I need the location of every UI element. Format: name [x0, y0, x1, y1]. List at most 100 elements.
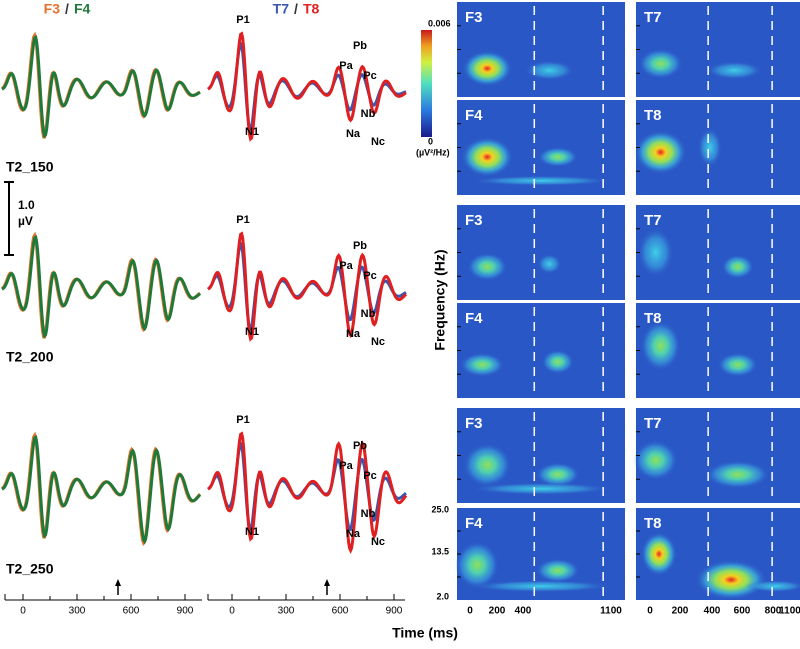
tf-time-tick-label: 1100: [600, 606, 622, 617]
peak-label: Na: [346, 128, 361, 140]
time-tick-label: 0: [20, 606, 26, 617]
tf-time-tick-label: 0: [647, 606, 653, 617]
panel-label: T7: [644, 212, 662, 229]
header-t8: T8: [303, 1, 320, 17]
tf-time-tick-label: 800: [765, 606, 782, 617]
panel-label: F3: [465, 9, 483, 26]
freq-label: Frequency (Hz): [432, 249, 448, 350]
freq-tick-label: 25.0: [431, 504, 449, 514]
tf-blob: [535, 462, 580, 487]
panel-label: F3: [465, 415, 483, 432]
peak-label: Pb: [353, 40, 367, 52]
tf-blob: [467, 252, 508, 281]
peak-label: Na: [346, 528, 361, 540]
tf-blob: [463, 443, 512, 487]
peak-label: Pa: [339, 260, 353, 272]
peak-label: N1: [245, 126, 259, 138]
stim-arrow: [324, 579, 330, 586]
tf-blob: [717, 352, 758, 377]
tf-time-tick-label: 400: [704, 606, 721, 617]
tf-blob: [471, 482, 611, 495]
colorbar: [421, 30, 432, 137]
tf-time-tick-label: 400: [515, 606, 532, 617]
peak-label: Pa: [339, 460, 353, 472]
colorbar-max: 0.006: [428, 18, 451, 28]
tf-blob: [462, 50, 513, 87]
colorbar-unit: (µV²/Hz): [416, 147, 450, 157]
tf-map: [457, 303, 625, 398]
tf-map: [457, 205, 625, 300]
tf-blob: [471, 175, 611, 186]
panel-label: F3: [465, 212, 483, 229]
tf-blob: [537, 253, 562, 274]
peak-label: N1: [245, 326, 259, 338]
peak-label: Nb: [361, 508, 376, 520]
peak-label: P1: [236, 14, 249, 26]
tf-blob: [706, 61, 763, 80]
peak-label: Pa: [339, 60, 353, 72]
peak-label: Nc: [371, 536, 385, 548]
tf-time-tick-label: 200: [489, 606, 506, 617]
tf-blob: [638, 48, 683, 79]
time-tick-label: 300: [278, 606, 295, 617]
stim-arrow: [115, 579, 121, 586]
peak-label: Na: [346, 328, 361, 340]
condition-label: T2_250: [6, 561, 54, 577]
tf-blob: [637, 227, 674, 278]
panel-label: F4: [465, 310, 483, 327]
header-f4: F4: [74, 1, 91, 17]
peak-label: Pb: [353, 240, 367, 252]
erp-t8: [207, 31, 407, 142]
erp-f4: [1, 434, 202, 545]
erp-f4: [1, 234, 201, 339]
freq-tick-label: 13.5: [431, 546, 449, 556]
time-tick-label: 600: [332, 606, 349, 617]
peak-label: Pc: [363, 70, 376, 82]
time-tick-label: 900: [386, 606, 403, 617]
time-tick-label: 900: [177, 606, 194, 617]
erp-t8: [207, 431, 408, 554]
header-f3: F3: [44, 1, 61, 17]
time-tick-label: 600: [123, 606, 140, 617]
peak-label: Nb: [361, 108, 376, 120]
peak-label: Pb: [353, 440, 367, 452]
tf-blob: [721, 254, 754, 279]
tf-blob: [535, 558, 580, 583]
panel-label: F4: [465, 515, 483, 532]
tf-blob: [634, 130, 687, 175]
peak-label: Nc: [371, 136, 385, 148]
condition-label: T2_200: [6, 349, 54, 365]
freq-tick-label: 2.0: [436, 591, 449, 601]
header-sep: /: [65, 1, 69, 17]
time-tick-label: 0: [229, 606, 235, 617]
tf-blob: [541, 349, 574, 374]
peak-label: P1: [236, 214, 249, 226]
header-sep: /: [294, 1, 298, 17]
tf-blob: [537, 147, 578, 167]
tf-blob: [697, 127, 722, 168]
scale-unit: µV: [18, 214, 33, 228]
tf-time-tick-label: 600: [734, 606, 751, 617]
panel-label: T8: [644, 107, 662, 124]
peak-label: N1: [245, 526, 259, 538]
peak-label: P1: [236, 414, 249, 426]
tf-blob: [633, 440, 678, 481]
tf-blob: [460, 352, 505, 377]
tf-time-tick-label: 1100: [779, 606, 800, 617]
panel-label: T8: [644, 515, 662, 532]
erp-t8: [207, 231, 408, 342]
peak-label: Pc: [363, 470, 376, 482]
panel-label: T8: [644, 310, 662, 327]
erp-f4: [1, 34, 201, 139]
peak-label: Pc: [363, 270, 376, 282]
tf-blob: [745, 580, 800, 593]
scale-value: 1.0: [18, 198, 35, 212]
condition-label: T2_150: [6, 159, 54, 175]
tf-blob: [640, 320, 681, 371]
colorbar-min: 0: [428, 136, 433, 146]
tf-blob: [640, 532, 677, 576]
tf-blob: [461, 137, 514, 177]
tf-time-tick-label: 200: [672, 606, 689, 617]
tf-blob: [705, 460, 770, 489]
